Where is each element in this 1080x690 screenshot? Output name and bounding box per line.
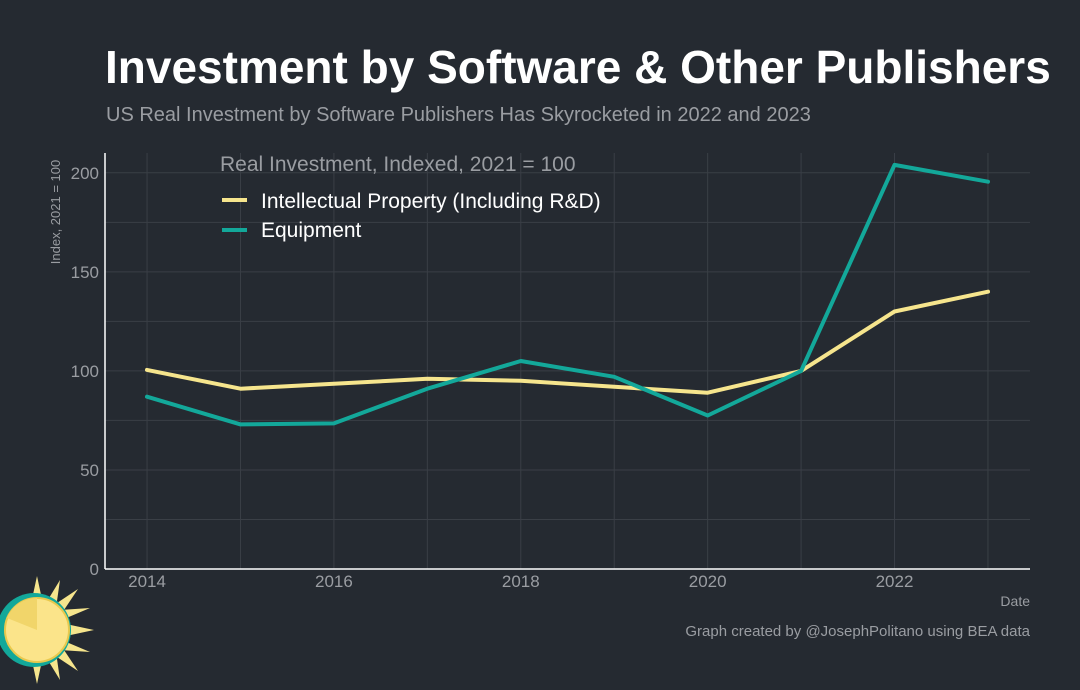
y-tick-label: 0 [90,560,99,579]
y-tick-label: 200 [71,164,99,183]
legend-label-ip: Intellectual Property (Including R&D) [261,190,601,213]
sun-logo-icon [0,576,94,684]
y-tick-label: 50 [80,461,99,480]
tick-labels: 0 50 100 150 200 2014 2016 2018 2020 2022 [71,164,914,591]
x-tick-label: 2022 [876,572,914,591]
x-tick-label: 2020 [689,572,727,591]
legend: Intellectual Property (Including R&D) Eq… [222,190,601,242]
series-line-equipment [145,162,990,427]
x-axis-label: Date [1000,593,1030,609]
x-tick-label: 2016 [315,572,353,591]
chart-title: Investment by Software & Other Publisher… [105,41,1051,93]
sun-shade [7,597,37,630]
legend-label-equipment: Equipment [261,219,362,242]
source-caption: Graph created by @JosephPolitano using B… [685,623,1030,640]
axes [104,153,1030,570]
legend-title: Real Investment, Indexed, 2021 = 100 [220,153,576,176]
x-tick-label: 2014 [128,572,166,591]
y-tick-label: 100 [71,362,99,381]
y-tick-label: 150 [71,263,99,282]
x-tick-label: 2018 [502,572,540,591]
grid [105,153,1030,569]
series [145,162,990,427]
chart-subtitle: US Real Investment by Software Publisher… [106,104,811,126]
series-line-intellectual-property [145,289,990,395]
y-axis-label: Index, 2021 = 100 [48,160,63,264]
